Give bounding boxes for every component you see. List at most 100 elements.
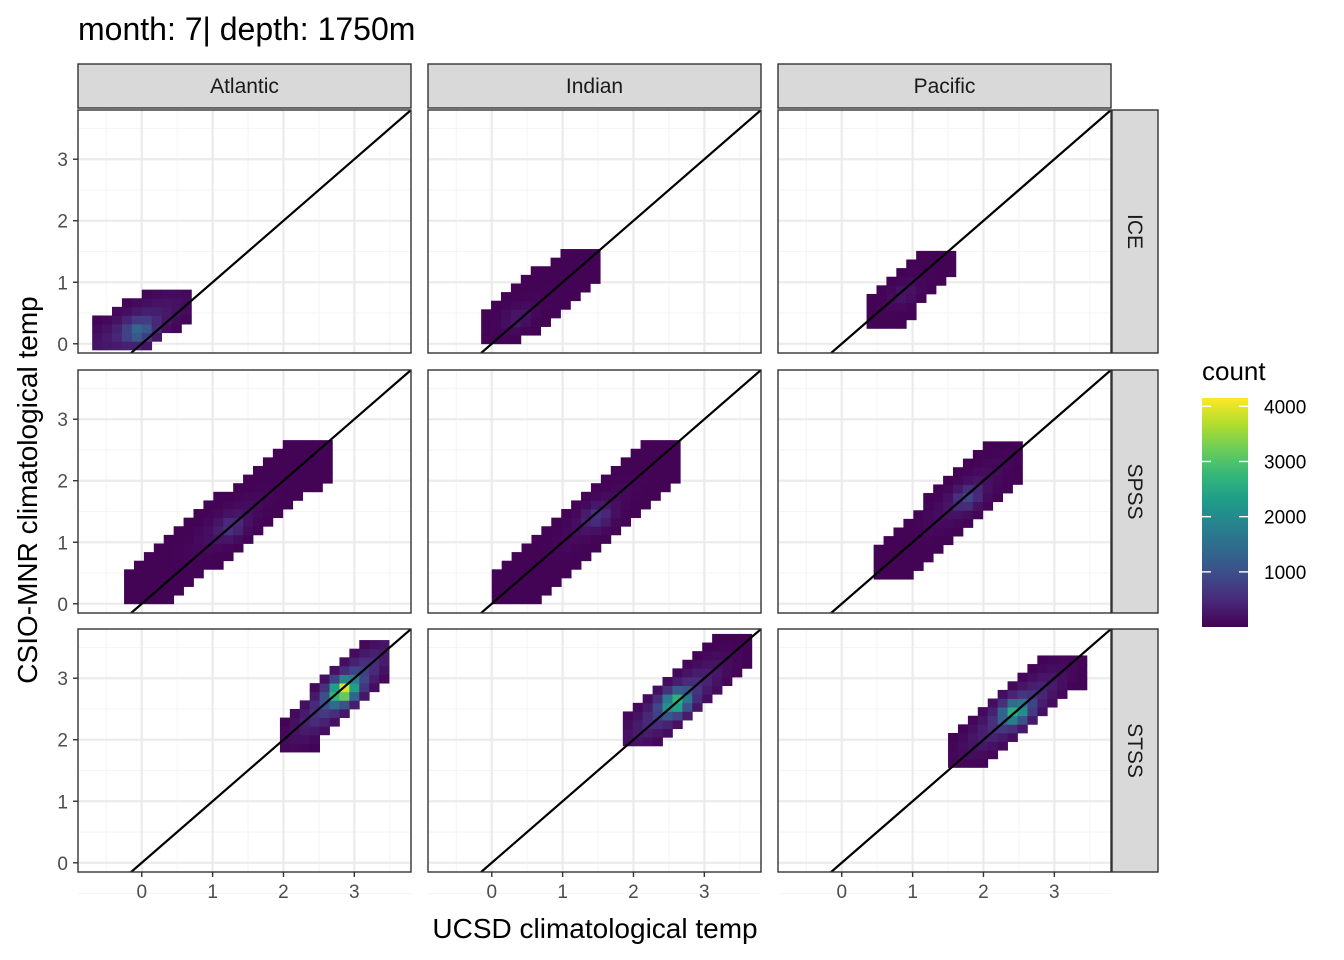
heat-tile (933, 510, 944, 520)
heat-tile (262, 483, 274, 493)
heat-tile (866, 311, 877, 321)
heat-tile (173, 569, 184, 579)
heat-tile (977, 707, 989, 717)
heat-tile (540, 309, 551, 319)
heat-tile (662, 676, 673, 686)
heat-tile (893, 544, 904, 554)
heat-tile (124, 595, 135, 605)
heat-tile (1017, 724, 1028, 734)
heat-tile (500, 309, 512, 319)
heat-tile (131, 341, 143, 351)
panel-border (77, 369, 412, 614)
heat-tile (319, 717, 330, 727)
heat-tile (600, 526, 612, 536)
heat-tile (339, 674, 350, 684)
heat-tile (962, 501, 974, 511)
heat-tile (923, 544, 934, 554)
heat-tile (1007, 707, 1018, 717)
heat-tile (992, 458, 1003, 468)
heat-tile (1012, 467, 1023, 477)
heat-tile (620, 465, 632, 475)
heat-tile (916, 259, 927, 269)
heat-tile (1007, 681, 1018, 691)
heat-tile (702, 694, 713, 704)
heat-tile (972, 475, 984, 485)
panel-atlantic-stss: 0 1 2 3 0 1 2 3 (57, 628, 412, 903)
heat-tile (632, 720, 644, 730)
heat-tile (672, 711, 683, 721)
heat-tile (982, 493, 994, 503)
heat-tile (151, 306, 163, 316)
heat-tile (660, 465, 671, 475)
heat-tile (570, 283, 581, 293)
heat-tile (650, 483, 661, 493)
heat-tile (501, 577, 513, 587)
heat-tile (642, 702, 653, 712)
heat-tile (682, 711, 693, 721)
heat-tile (933, 527, 944, 537)
heat-tile (561, 569, 572, 579)
heat-tile (581, 526, 592, 536)
heat-tile (151, 332, 163, 342)
heat-tile (1007, 689, 1018, 699)
heat-tile (309, 717, 321, 727)
heat-tile (521, 560, 532, 570)
heat-tile (977, 758, 989, 768)
heat-tile (153, 560, 165, 570)
heat-tile (541, 577, 552, 587)
heat-tile (632, 711, 644, 721)
identity-line (480, 370, 761, 613)
heat-tile (581, 500, 592, 510)
heat-tile (712, 651, 723, 661)
heat-tile (481, 309, 492, 319)
heat-tile (1027, 715, 1038, 725)
heat-tile (945, 259, 957, 269)
heat-tile (987, 750, 999, 760)
heat-tile (953, 501, 964, 511)
heat-tile (926, 268, 937, 278)
heat-tile (153, 552, 165, 562)
heat-tile (183, 526, 194, 536)
heat-tile (987, 741, 999, 751)
heat-tile (521, 543, 532, 553)
heat-tile (642, 711, 653, 721)
strip-column-indian (427, 63, 762, 109)
heat-tile (299, 726, 311, 736)
heat-tile (133, 560, 145, 570)
identity-line (830, 370, 1111, 613)
heat-tile (560, 249, 571, 259)
heat-tile (540, 317, 551, 327)
heat-tile (580, 274, 591, 284)
heat-tile (722, 659, 733, 669)
heat-tile (1076, 655, 1088, 665)
heat-tile (640, 440, 651, 450)
heat-tile (173, 526, 184, 536)
heat-tile (491, 309, 502, 319)
heat-tile (233, 517, 244, 527)
heat-tiles (92, 289, 192, 351)
heat-tile (913, 561, 924, 571)
heat-tile (133, 595, 145, 605)
y-tick-label: 2 (57, 731, 68, 752)
heat-tile (600, 483, 612, 493)
heat-tile (1076, 681, 1088, 691)
heat-tile (379, 640, 390, 650)
heat-tile (322, 465, 333, 475)
heat-tile (359, 640, 370, 650)
heat-tile (322, 448, 333, 458)
heat-tile (630, 448, 641, 458)
panel-pacific-stss: 0 1 2 3 (777, 628, 1112, 903)
heat-tile (173, 586, 184, 596)
legend-break-label: 1000 (1264, 563, 1306, 584)
heat-tile (640, 448, 651, 458)
heat-tile (289, 743, 301, 753)
heat-tile (203, 560, 214, 570)
heat-tile (1027, 707, 1038, 717)
heat-tile (662, 728, 673, 738)
heat-tile (571, 560, 582, 570)
heat-tile (203, 552, 214, 562)
heat-tile (660, 474, 671, 484)
heat-tile (491, 326, 502, 336)
heat-tile (322, 474, 333, 484)
heat-tile (161, 315, 172, 325)
